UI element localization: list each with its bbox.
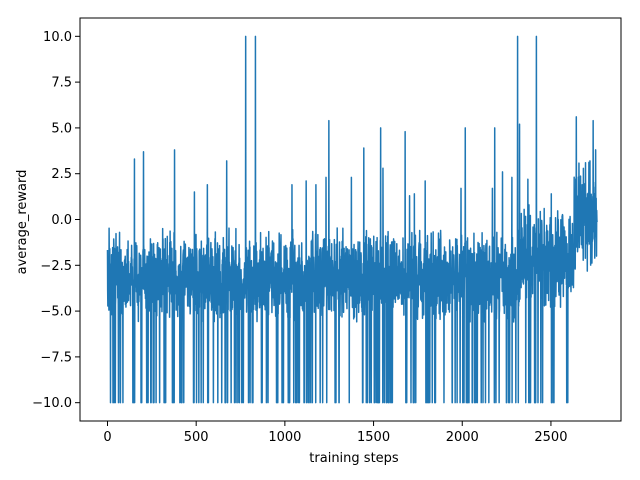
y-tick-label: 10.0: [43, 30, 72, 45]
x-axis-label: training steps: [309, 451, 399, 466]
x-axis: 0 500 1000 1500 2000 2500: [103, 421, 567, 445]
x-tick-label: 2500: [534, 430, 567, 445]
y-tick-label: 2.5: [51, 167, 72, 182]
y-tick-label: 0.0: [51, 213, 72, 228]
series-layer: [106, 35, 598, 404]
x-tick-label: 2000: [446, 430, 479, 445]
x-tick-label: 0: [103, 430, 111, 445]
series-line: [106, 35, 598, 404]
x-tick-label: 1000: [268, 430, 301, 445]
y-axis: −10.0 −7.5 −5.0 −2.5 0.0 2.5 5.0 7.5 10.0: [32, 30, 80, 411]
y-axis-label: average_reward: [15, 170, 30, 275]
y-tick-label: −2.5: [40, 259, 72, 274]
y-tick-label: −10.0: [32, 396, 72, 411]
x-tick-label: 500: [184, 430, 209, 445]
y-tick-label: −7.5: [40, 350, 72, 365]
y-tick-label: 7.5: [51, 76, 72, 91]
y-tick-label: 5.0: [51, 121, 72, 136]
y-tick-label: −5.0: [40, 305, 72, 320]
x-tick-label: 1500: [357, 430, 390, 445]
